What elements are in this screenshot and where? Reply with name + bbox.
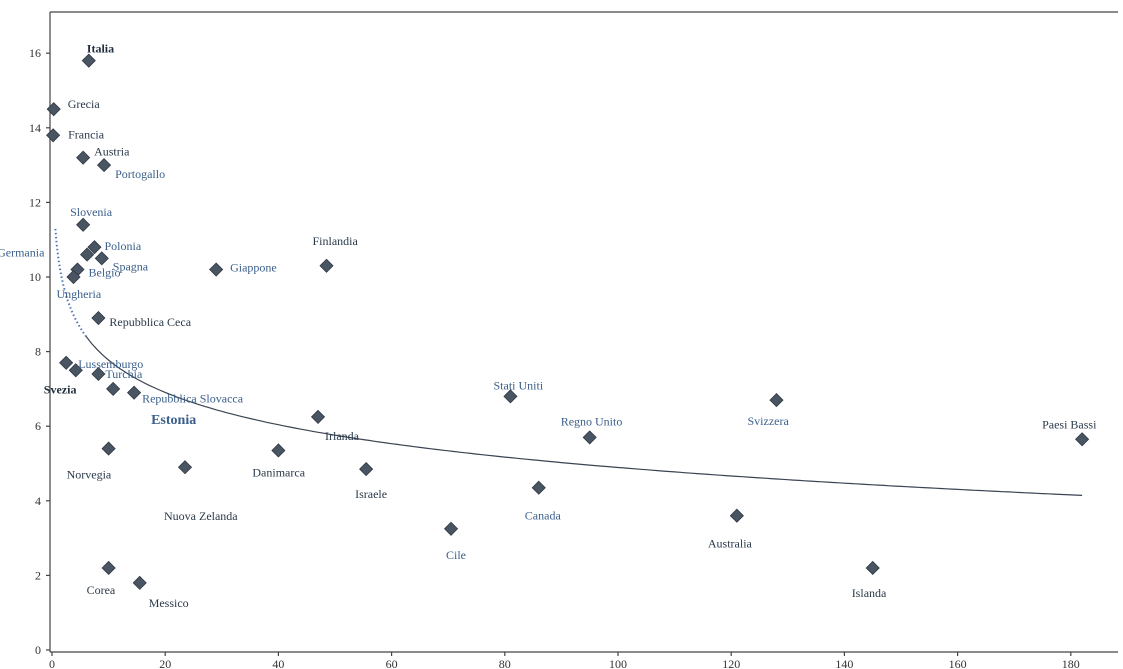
label-austria: Austria: [94, 145, 130, 159]
x-tick-label: 180: [1062, 657, 1080, 669]
data-labels: Italia Grecia Francia Austria Portogallo Slov…: [0, 42, 1097, 610]
label-irlanda: Irlanda: [325, 429, 360, 443]
plot-frame: [49, 11, 1118, 653]
point-slovenia: [76, 217, 91, 232]
y-tick-label: 4: [35, 494, 41, 508]
label-giappone: Giappone: [230, 261, 277, 275]
point-giappone: [209, 262, 224, 277]
point-francia: [46, 128, 61, 143]
label-canada: Canada: [525, 509, 562, 523]
point-irlanda: [310, 409, 326, 424]
point-corea: [101, 560, 116, 576]
point-nuova-zelanda: [177, 460, 193, 475]
point-repubblica-ceca: [91, 310, 106, 326]
label-islanda: Islanda: [852, 586, 887, 600]
point-canada: [531, 480, 546, 495]
label-estonia: Estonia: [151, 413, 196, 428]
point-paesi-bassi: [1075, 432, 1090, 447]
point-polonia: [87, 240, 102, 255]
point-turchia: [91, 366, 106, 382]
y-tick-label: 16: [29, 46, 41, 60]
x-tick-label: 140: [835, 657, 853, 669]
label-danimarca: Danimarca: [252, 465, 305, 479]
y-tick-label: 2: [35, 568, 41, 582]
x-axis-ticks: 0 20 40 60 80 100 120 140 160 180: [49, 652, 1080, 669]
trendline-near-axis: [54, 228, 87, 337]
label-francia: Francia: [68, 127, 105, 141]
label-italia: Italia: [87, 42, 114, 56]
point-israele: [359, 462, 374, 477]
label-slovenia: Slovenia: [70, 205, 113, 219]
x-tick-label: 0: [49, 657, 55, 669]
point-australia: [729, 508, 744, 523]
label-repubblica-ceca: Repubblica Ceca: [109, 315, 191, 329]
x-tick-label: 160: [949, 657, 967, 669]
point-grecia: [46, 102, 61, 117]
label-regno-unito: Regno Unito: [561, 414, 623, 428]
point-ungheria: [66, 269, 81, 285]
x-tick-label: 120: [722, 657, 740, 669]
label-australia: Australia: [708, 537, 753, 551]
label-ungheria: Ungheria: [57, 287, 102, 301]
point-islanda: [865, 560, 880, 576]
label-repubblica-slovacca: Repubblica Slovacca: [142, 392, 244, 406]
point-spagna: [94, 251, 109, 266]
x-tick-label: 80: [499, 657, 511, 669]
label-portogallo: Portogallo: [115, 167, 165, 181]
label-svezia: Svezia: [44, 382, 77, 396]
trendline-layer: [54, 228, 1083, 496]
y-tick-label: 14: [29, 121, 41, 135]
point-svizzera: [769, 393, 784, 408]
label-nuova-zelanda: Nuova Zelanda: [164, 509, 238, 523]
point-estonia: [106, 381, 121, 396]
label-spagna: Spagna: [113, 259, 149, 273]
y-axis-ticks: 0 2 4 6 8 10 12 14 16: [29, 46, 50, 657]
trendline: [85, 335, 1083, 496]
x-tick-label: 40: [272, 657, 284, 669]
label-paesi-bassi: Paesi Bassi: [1042, 417, 1097, 431]
label-finlandia: Finlandia: [313, 234, 359, 248]
label-israele: Israele: [355, 487, 387, 501]
label-cile: Cile: [446, 548, 466, 562]
label-grecia: Grecia: [68, 97, 101, 111]
point-repubblica-slovacca: [127, 385, 142, 400]
point-finlandia: [319, 258, 334, 273]
point-italia: [81, 53, 96, 68]
label-belgio: Belgio: [89, 266, 121, 280]
label-polonia: Polonia: [105, 239, 142, 253]
y-tick-label: 10: [29, 270, 41, 284]
x-tick-label: 60: [386, 657, 398, 669]
y-tick-label: 12: [29, 195, 41, 209]
label-germania: Germania: [0, 246, 45, 260]
y-tick-label: 0: [35, 643, 41, 657]
point-norvegia: [101, 441, 116, 456]
point-austria: [76, 150, 91, 165]
label-svizzera: Svizzera: [748, 414, 790, 428]
y-tick-label: 6: [35, 419, 41, 433]
point-lussemburgo: [59, 355, 74, 370]
label-norvegia: Norvegia: [67, 468, 112, 482]
point-messico: [132, 575, 147, 590]
point-portogallo: [97, 158, 112, 173]
label-corea: Corea: [87, 583, 116, 597]
label-stati-uniti: Stati Uniti: [494, 378, 544, 392]
x-tick-label: 100: [609, 657, 627, 669]
point-stati-uniti: [503, 389, 518, 404]
point-regno-unito: [582, 430, 597, 445]
point-svezia: [68, 363, 83, 378]
y-tick-label: 8: [35, 345, 41, 359]
point-danimarca: [271, 443, 286, 458]
data-points: [46, 53, 1090, 590]
point-cile: [443, 521, 459, 536]
label-turchia: Turchia: [105, 367, 143, 381]
label-messico: Messico: [149, 596, 189, 610]
label-lussemburgo: Lussemburgo: [78, 357, 143, 371]
x-tick-label: 20: [159, 657, 171, 669]
point-germania: [80, 247, 95, 262]
